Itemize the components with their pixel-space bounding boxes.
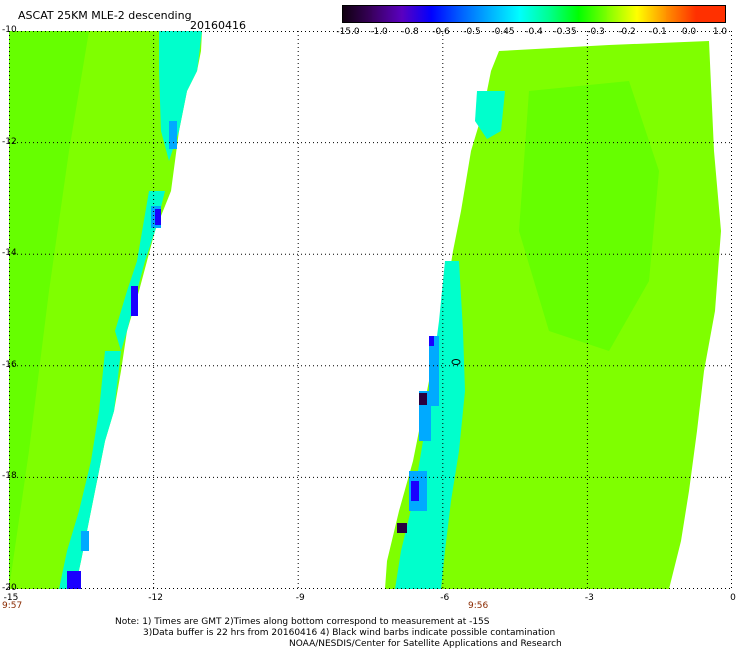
color-scale-label: 1.0 (712, 27, 728, 37)
color-scale-label: -15.0 (336, 27, 360, 37)
color-scale-segment (519, 6, 550, 22)
color-scale-segment (372, 6, 403, 22)
latitude-label: -10 (2, 25, 17, 35)
right-swath-shade (519, 81, 659, 351)
map-canvas (9, 31, 732, 589)
longitude-label: -6 (440, 593, 450, 603)
color-scale-segment (548, 6, 579, 22)
left-swath-min-cell (155, 209, 161, 225)
right-swath-dark-cell (419, 393, 427, 405)
product-date: 20160416 (190, 19, 246, 32)
color-scale-label: -1.0 (370, 27, 388, 37)
color-scale-label: -0.45 (491, 27, 515, 37)
color-scale-segment (431, 6, 462, 22)
longitude-label: -15 (3, 593, 19, 603)
left-swath-min-cell (131, 286, 138, 316)
latitude-label: -18 (2, 471, 17, 482)
color-scale-label: -0.3 (587, 27, 605, 37)
color-scale-label: -0.2 (618, 27, 636, 37)
note-line-2: 3)Data buffer is 22 hrs from 20160416 4)… (143, 628, 556, 638)
color-scale-label: -0.5 (463, 27, 481, 37)
wind-barb-marker (451, 359, 461, 365)
latitude-label: -20 (2, 583, 17, 593)
color-scale-segment (666, 6, 697, 22)
color-scale-segment (578, 6, 608, 22)
color-scale-segment (489, 6, 520, 22)
longitude-label: -12 (148, 593, 163, 603)
left-swath-low-band (159, 31, 202, 161)
left-swath-low-cell (81, 531, 89, 551)
longitude-label: 0 (730, 593, 736, 603)
color-scale-segment (695, 6, 726, 22)
wind-swath-map (9, 31, 732, 589)
note-line-3: NOAA/NESDIS/Center for Satellite Applica… (289, 639, 562, 649)
latitude-label: -12 (2, 136, 17, 147)
product-title: ASCAT 25KM MLE-2 descending (18, 9, 192, 22)
left-swath-low-cell (169, 121, 177, 149)
right-swath-low-band (475, 91, 505, 139)
note-line-1: Note: 1) Times are GMT 2)Times along bot… (115, 617, 490, 627)
pass-time-right: 9:56 (468, 601, 489, 611)
color-scale-bar (342, 5, 726, 23)
right-swath-dark-cell (397, 523, 407, 533)
pass-time-left: 9:57 (2, 601, 23, 611)
left-swath-low-band (59, 351, 121, 589)
color-scale-segment (460, 6, 491, 22)
color-scale-segment (636, 6, 667, 22)
right-swath-min-cell (429, 336, 434, 346)
longitude-label: -3 (584, 593, 594, 603)
color-scale-segment (607, 6, 638, 22)
left-swath-low-band (115, 191, 165, 351)
left-swath-min-cell (67, 571, 81, 589)
latitude-label: -14 (2, 248, 17, 259)
left-swath-shade (9, 31, 89, 589)
latitude-label: -16 (2, 359, 17, 370)
longitude-label: -9 (295, 593, 305, 603)
right-swath-min-cell (411, 481, 419, 501)
color-scale-segment (401, 6, 432, 22)
right-swath-low-cell (429, 336, 439, 406)
color-scale-segment (343, 6, 373, 22)
